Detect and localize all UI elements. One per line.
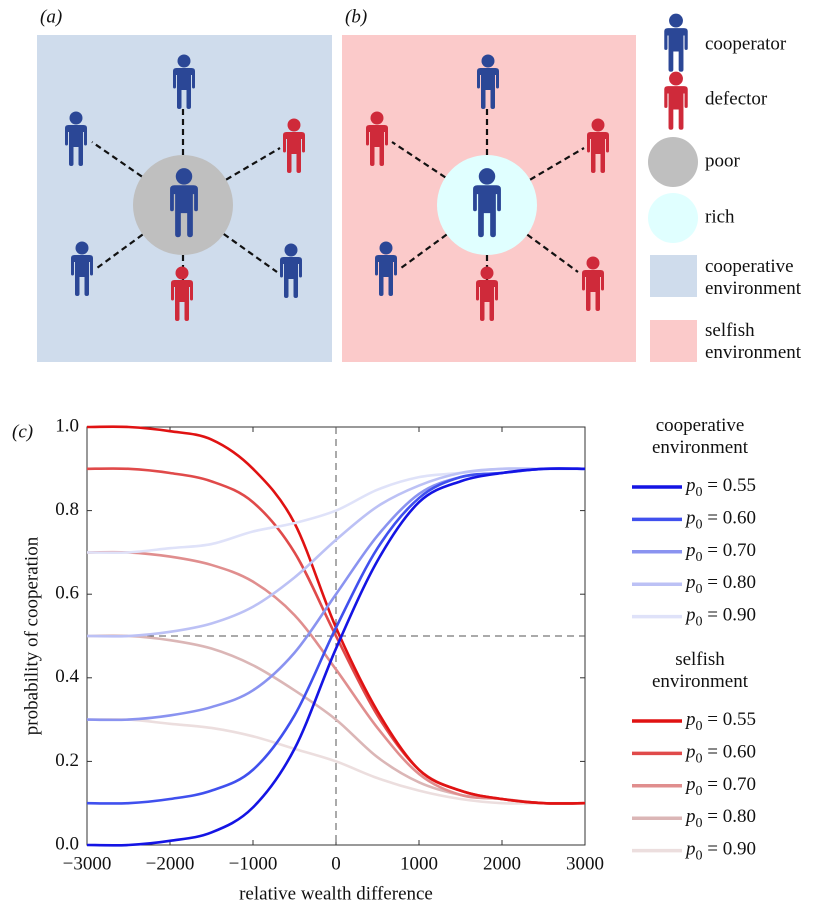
x-tick-label: 0 — [331, 853, 341, 874]
series-line — [86, 717, 585, 805]
legend-label: cooperator — [705, 33, 787, 54]
y-tick-label: 0.8 — [55, 499, 79, 520]
y-tick-label: 0.2 — [55, 750, 79, 771]
panel-label: (c) — [12, 421, 33, 442]
y-tick-label: 0.4 — [55, 666, 79, 687]
x-tick-label: 1000 — [400, 853, 438, 874]
panel-a: (a) — [37, 6, 332, 362]
series-line — [86, 467, 586, 847]
rich-swatch — [648, 193, 698, 243]
x-tick-label: 2000 — [483, 853, 521, 874]
y-tick-label: 1.0 — [55, 415, 79, 436]
series-line — [86, 425, 586, 805]
legend-label: p0 = 0.90 — [684, 605, 756, 630]
legend-label: p0 = 0.70 — [684, 774, 756, 799]
legend-label: p0 = 0.80 — [684, 573, 756, 598]
defector-icon — [664, 71, 688, 130]
legend-label: p0 = 0.55 — [684, 475, 756, 500]
series-line — [86, 467, 585, 638]
x-axis-label: relative wealth difference — [239, 883, 433, 904]
legend-label: p0 = 0.60 — [684, 508, 756, 533]
x-tick-label: −1000 — [229, 853, 278, 874]
panel-b: (b) — [342, 6, 636, 362]
legend-label: p0 = 0.70 — [684, 540, 756, 565]
x-tick-label: 3000 — [566, 853, 604, 874]
legend-label: cooperative environment — [705, 256, 802, 299]
panel-label: (a) — [40, 6, 62, 27]
legend-label: p0 = 0.80 — [684, 807, 756, 832]
diagram-legend: cooperator defector poor rich — [648, 13, 787, 362]
y-tick-label: 0.0 — [55, 833, 79, 854]
selfish-swatch — [650, 320, 697, 362]
legend-label: rich — [705, 206, 735, 227]
cooperator-icon — [664, 13, 688, 72]
chart: (c) relative wealth difference probabili… — [12, 421, 433, 904]
legend-title: cooperative environment — [651, 415, 749, 458]
legend-label: p0 = 0.90 — [684, 839, 756, 864]
panel-label: (b) — [345, 6, 367, 27]
legend-label: p0 = 0.60 — [684, 742, 756, 767]
x-tick-label: −2000 — [146, 853, 195, 874]
legend-title: selfish environment — [651, 649, 749, 692]
legend-label: selfish environment — [705, 320, 802, 363]
poor-swatch — [648, 137, 698, 187]
legend-label: poor — [705, 150, 741, 171]
y-axis-label: probability of cooperation — [21, 536, 42, 735]
legend-label: p0 = 0.55 — [684, 709, 756, 734]
legend-label: defector — [705, 88, 768, 109]
y-tick-label: 0.6 — [55, 583, 79, 604]
x-tick-label: −3000 — [63, 853, 112, 874]
cooperative-swatch — [650, 255, 697, 297]
